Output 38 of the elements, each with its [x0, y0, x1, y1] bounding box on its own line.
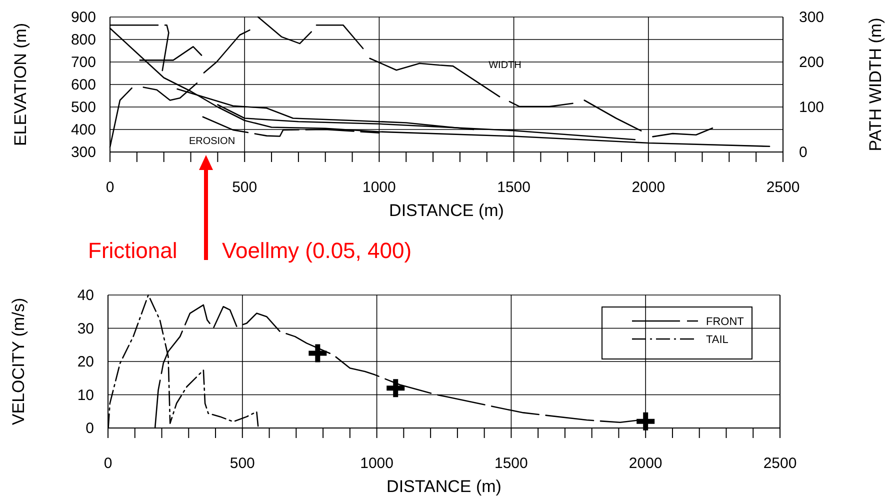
x-tick-label: 1500	[494, 455, 528, 472]
y2-tick-label: 300	[799, 9, 824, 26]
annotation: EROSION	[188, 136, 236, 147]
y-axis-title: ELEVATION (m)	[11, 22, 30, 146]
y2-axis-title: PATH WIDTH (m)	[866, 18, 885, 152]
y-tick-label: 800	[70, 32, 96, 48]
y-axis-title: VELOCITY (m/s)	[9, 298, 28, 426]
y2-tick-label: 100	[799, 99, 824, 116]
y-tick-label: 20	[77, 354, 94, 370]
x-axis-title: DISTANCE (m)	[389, 201, 504, 220]
x-axis-title: DISTANCE (m)	[386, 477, 502, 496]
y2-tick-label: 0	[799, 144, 808, 161]
x-tick-label: 2000	[628, 455, 662, 472]
x-tick-label: 500	[230, 455, 255, 472]
y-tick-label: 700	[70, 54, 96, 71]
x-tick-label: 2500	[766, 179, 800, 196]
text: Voellmy (0.05, 400)	[222, 238, 412, 263]
x-tick-label: 2500	[763, 455, 797, 472]
y-tick-label: 10	[77, 386, 94, 404]
y2-tick-label: 200	[799, 54, 824, 71]
x-tick-label: 0	[104, 455, 112, 472]
x-tick-label: 0	[106, 179, 114, 196]
y-tick-label: 500	[70, 99, 96, 116]
x-tick-label: 1000	[362, 179, 396, 196]
y-tick-label: 300	[70, 144, 96, 161]
y-tick-label: 30	[77, 320, 94, 338]
x-tick-label: 1000	[360, 455, 394, 472]
x-tick-label: 2000	[632, 179, 666, 196]
x-tick-label: 1500	[497, 179, 530, 196]
y-tick-label: 400	[70, 122, 96, 138]
text: TAIL	[706, 334, 728, 346]
x-tick-label: 500	[232, 179, 258, 196]
text: Frictional	[88, 238, 178, 263]
text: FRONT	[706, 316, 744, 328]
y-tick-label: 0	[86, 420, 94, 437]
y-tick-label: 40	[77, 287, 94, 304]
y-tick-label: 900	[70, 9, 96, 26]
y-tick-label: 600	[70, 76, 96, 94]
